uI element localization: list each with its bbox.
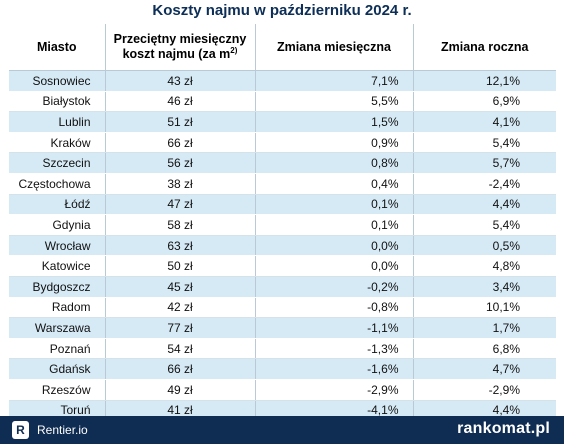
header-monthly-change: Zmiana miesięczna — [255, 24, 414, 71]
cost-cell: 49 zł — [105, 379, 256, 401]
cost-cell: 66 zł — [105, 358, 256, 380]
header-yearly-change: Zmiana roczna — [413, 24, 556, 71]
city-cell: Poznań — [9, 338, 106, 360]
monthly-change-cell: 1,5% — [255, 111, 414, 133]
table-body: Sosnowiec 43 zł 7,1% 12,1% Białystok 46 zł 5,5… — [9, 70, 556, 422]
city-cell: Białystok — [9, 91, 106, 113]
yearly-change-cell: 6,9% — [413, 91, 556, 113]
table-row: Warszawa 77 zł -1,1% 1,7% — [9, 317, 556, 339]
table-row: Wrocław 63 zł 0,0% 0,5% — [9, 235, 556, 257]
city-cell: Lublin — [9, 111, 106, 133]
cost-cell: 50 zł — [105, 255, 256, 277]
yearly-change-cell: 4,4% — [413, 194, 556, 216]
header-row: Miasto Przeciętny miesięczny koszt najmu… — [9, 24, 556, 71]
cost-cell: 58 zł — [105, 214, 256, 236]
table-row: Łódź 47 zł 0,1% 4,4% — [9, 194, 556, 216]
cost-cell: 43 zł — [105, 70, 256, 92]
city-cell: Toruń — [9, 400, 106, 422]
monthly-change-cell: -2,9% — [255, 379, 414, 401]
yearly-change-cell: 12,1% — [413, 70, 556, 92]
city-cell: Gdańsk — [9, 358, 106, 380]
cost-cell: 46 zł — [105, 91, 256, 113]
monthly-change-cell: 5,5% — [255, 91, 414, 113]
monthly-change-cell: 0,1% — [255, 214, 414, 236]
rankomat-logo: rankomat.pl — [457, 420, 550, 437]
city-cell: Łódź — [9, 194, 106, 216]
yearly-change-cell: 4,8% — [413, 255, 556, 277]
city-cell: Rzeszów — [9, 379, 106, 401]
yearly-change-cell: 5,4% — [413, 214, 556, 236]
footer-bar: R Rentier.io rankomat.pl — [0, 416, 564, 444]
table-row: Szczecin 56 zł 0,8% 5,7% — [9, 152, 556, 174]
monthly-change-cell: 0,4% — [255, 173, 414, 195]
city-cell: Gdynia — [9, 214, 106, 236]
city-cell: Warszawa — [9, 317, 106, 339]
yearly-change-cell: 6,8% — [413, 338, 556, 360]
city-cell: Częstochowa — [9, 173, 106, 195]
table-row: Rzeszów 49 zł -2,9% -2,9% — [9, 379, 556, 401]
monthly-change-cell: 0,9% — [255, 132, 414, 154]
monthly-change-cell: 0,8% — [255, 152, 414, 174]
cost-cell: 47 zł — [105, 194, 256, 216]
table-row: Katowice 50 zł 0,0% 4,8% — [9, 255, 556, 277]
city-cell: Kraków — [9, 132, 106, 154]
monthly-change-cell: -0,2% — [255, 276, 414, 298]
cost-cell: 66 zł — [105, 132, 256, 154]
monthly-change-cell: -1,1% — [255, 317, 414, 339]
table-row: Kraków 66 zł 0,9% 5,4% — [9, 132, 556, 154]
table-row: Bydgoszcz 45 zł -0,2% 3,4% — [9, 276, 556, 298]
rentier-logo-text: Rentier.io — [37, 423, 88, 437]
table-row: Sosnowiec 43 zł 7,1% 12,1% — [9, 70, 556, 92]
header-cost: Przeciętny miesięczny koszt najmu (za m2… — [105, 24, 256, 71]
yearly-change-cell: 1,7% — [413, 317, 556, 339]
cost-cell: 54 zł — [105, 338, 256, 360]
table-row: Gdańsk 66 zł -1,6% 4,7% — [9, 358, 556, 380]
cost-cell: 42 zł — [105, 297, 256, 319]
monthly-change-cell: -0,8% — [255, 297, 414, 319]
cost-cell: 51 zł — [105, 111, 256, 133]
yearly-change-cell: -2,4% — [413, 173, 556, 195]
rent-cost-table-container: Miasto Przeciętny miesięczny koszt najmu… — [9, 24, 556, 422]
table-row: Radom 42 zł -0,8% 10,1% — [9, 297, 556, 319]
cost-cell: 77 zł — [105, 317, 256, 339]
monthly-change-cell: 0,0% — [255, 255, 414, 277]
monthly-change-cell: -1,3% — [255, 338, 414, 360]
monthly-change-cell: 0,1% — [255, 194, 414, 216]
yearly-change-cell: 0,5% — [413, 235, 556, 257]
city-cell: Wrocław — [9, 235, 106, 257]
rent-cost-table: Miasto Przeciętny miesięczny koszt najmu… — [9, 24, 556, 422]
cost-cell: 45 zł — [105, 276, 256, 298]
yearly-change-cell: 10,1% — [413, 297, 556, 319]
yearly-change-cell: -2,9% — [413, 379, 556, 401]
city-cell: Sosnowiec — [9, 70, 106, 92]
city-cell: Bydgoszcz — [9, 276, 106, 298]
monthly-change-cell: -1,6% — [255, 358, 414, 380]
table-header: Miasto Przeciętny miesięczny koszt najmu… — [9, 24, 556, 71]
yearly-change-cell: 4,7% — [413, 358, 556, 380]
cost-cell: 38 zł — [105, 173, 256, 195]
monthly-change-cell: 7,1% — [255, 70, 414, 92]
cost-cell: 56 zł — [105, 152, 256, 174]
table-row: Częstochowa 38 zł 0,4% -2,4% — [9, 173, 556, 195]
header-city: Miasto — [9, 24, 106, 71]
city-cell: Katowice — [9, 255, 106, 277]
table-row: Poznań 54 zł -1,3% 6,8% — [9, 338, 556, 360]
header-cost-superscript: 2) — [230, 45, 238, 55]
cost-cell: 63 zł — [105, 235, 256, 257]
monthly-change-cell: 0,0% — [255, 235, 414, 257]
table-row: Gdynia 58 zł 0,1% 5,4% — [9, 214, 556, 236]
cost-cell: 41 zł — [105, 400, 256, 422]
rentier-logo-icon: R — [12, 421, 29, 439]
yearly-change-cell: 5,4% — [413, 132, 556, 154]
yearly-change-cell: 4,1% — [413, 111, 556, 133]
table-row: Lublin 51 zł 1,5% 4,1% — [9, 111, 556, 133]
yearly-change-cell: 5,7% — [413, 152, 556, 174]
header-cost-label: Przeciętny miesięczny koszt najmu (za m — [113, 32, 247, 61]
yearly-change-cell: 4,4% — [413, 400, 556, 422]
table-row: Białystok 46 zł 5,5% 6,9% — [9, 91, 556, 113]
yearly-change-cell: 3,4% — [413, 276, 556, 298]
page-title: Koszty najmu w październiku 2024 r. — [152, 2, 412, 19]
city-cell: Szczecin — [9, 152, 106, 174]
city-cell: Radom — [9, 297, 106, 319]
